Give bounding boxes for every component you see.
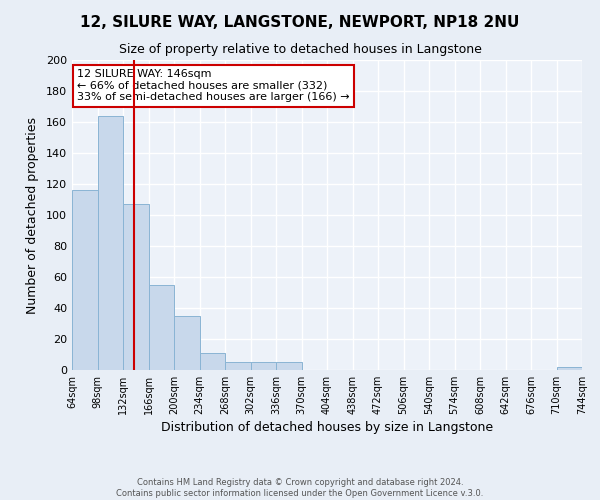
Bar [174,316,199,370]
Bar [199,353,225,370]
Text: 12 SILURE WAY: 146sqm
← 66% of detached houses are smaller (332)
33% of semi-det: 12 SILURE WAY: 146sqm ← 66% of detached … [77,70,350,102]
Bar [97,116,123,370]
Bar [225,362,251,370]
Bar [276,362,302,370]
Bar [72,190,97,370]
Text: 12, SILURE WAY, LANGSTONE, NEWPORT, NP18 2NU: 12, SILURE WAY, LANGSTONE, NEWPORT, NP18… [80,15,520,30]
X-axis label: Distribution of detached houses by size in Langstone: Distribution of detached houses by size … [161,421,493,434]
Bar [251,362,276,370]
Y-axis label: Number of detached properties: Number of detached properties [26,116,39,314]
Bar [123,204,149,370]
Bar [557,367,582,370]
Text: Contains HM Land Registry data © Crown copyright and database right 2024.
Contai: Contains HM Land Registry data © Crown c… [116,478,484,498]
Bar [149,285,174,370]
Text: Size of property relative to detached houses in Langstone: Size of property relative to detached ho… [119,42,481,56]
